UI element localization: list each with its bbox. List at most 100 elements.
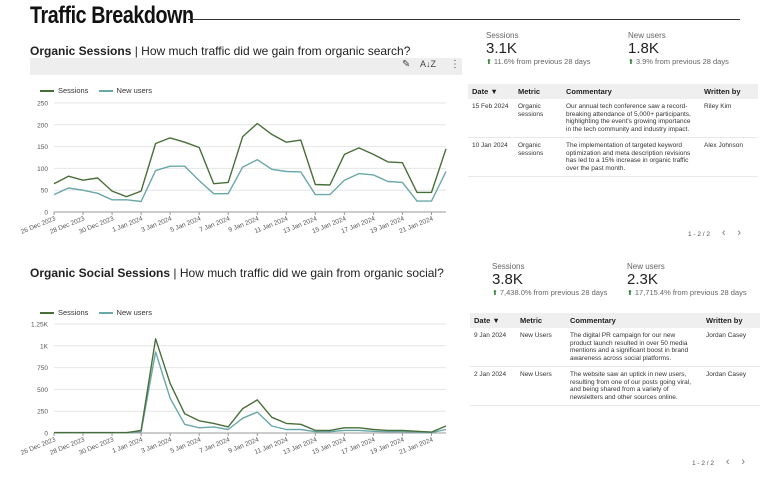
- y-tick-label: 250: [37, 409, 48, 416]
- col-header-author[interactable]: Written by: [702, 313, 760, 328]
- cell-author: Riley Kim: [700, 99, 758, 138]
- table-row[interactable]: 2 Jan 2024 New Users The website saw an …: [470, 366, 760, 406]
- chevron-right-icon[interactable]: ›: [741, 456, 746, 468]
- x-tick-label: 21 Jan 2024: [398, 436, 434, 456]
- y-tick-label: 100: [37, 166, 48, 173]
- y-tick-label: 0: [44, 431, 48, 438]
- sessions-swatch: [40, 312, 54, 315]
- social-commentary-table: Date ▼ Metric Commentary Written by 9 Ja…: [470, 313, 760, 406]
- kpi-value: 2.3K: [627, 271, 658, 288]
- arrow-up-icon: ⬆: [486, 59, 492, 66]
- pagination-label: 1 - 2 / 2: [692, 460, 715, 467]
- cell-commentary: Our annual tech conference saw a record-…: [562, 99, 700, 138]
- more-vert-icon[interactable]: ⋮: [450, 59, 460, 70]
- organic-heading: Organic Sessions | How much traffic did …: [30, 44, 410, 58]
- social-heading-subtitle: | How much traffic did we gain from orga…: [170, 266, 444, 280]
- sessions-series-line: [54, 338, 447, 434]
- cell-metric: Organic sessions: [514, 99, 562, 138]
- organic-commentary-table: Date ▼ Metric Commentary Written by 15 F…: [468, 84, 758, 177]
- pagination-label: 1 - 2 / 2: [688, 231, 711, 238]
- x-tick-label: 5 Jan 2024: [169, 436, 202, 455]
- legend-sessions[interactable]: Sessions: [58, 308, 89, 317]
- col-header-commentary[interactable]: Commentary: [562, 84, 700, 99]
- new-users-swatch: [98, 90, 113, 93]
- cell-author: Jordan Casey: [702, 366, 760, 406]
- chart-toolbar: ✎ A↓Z ⋮: [30, 58, 462, 75]
- social-heading: Organic Social Sessions | How much traff…: [30, 266, 444, 280]
- kpi-label: New users: [627, 262, 665, 271]
- cell-author: Alex Johnson: [700, 137, 758, 177]
- sort-az-icon[interactable]: A↓Z: [420, 59, 437, 69]
- sessions-swatch: [40, 90, 54, 93]
- social-pagination: 1 - 2 / 2 ‹ ›: [692, 456, 745, 468]
- y-tick-label: 500: [37, 387, 48, 394]
- cell-date: 9 Jan 2024: [470, 328, 516, 367]
- new-users-series-line: [53, 158, 447, 203]
- organic-pagination: 1 - 2 / 2 ‹ ›: [688, 227, 741, 239]
- cell-metric: Organic sessions: [514, 137, 562, 177]
- kpi-change: 7,438.0% from previous 28 days: [499, 288, 608, 297]
- col-header-commentary[interactable]: Commentary: [566, 313, 702, 328]
- y-tick-label: 150: [37, 144, 48, 151]
- cell-commentary: The digital PR campaign for our new prod…: [566, 328, 702, 367]
- social-kpi-new-users: New users 2.3K ⬆ 17,715.4% from previous …: [627, 262, 747, 297]
- cell-date: 15 Feb 2024: [468, 99, 514, 138]
- chevron-left-icon[interactable]: ‹: [725, 456, 730, 468]
- sessions-series-line: [53, 122, 447, 198]
- col-header-date[interactable]: Date ▼: [470, 313, 516, 328]
- cell-metric: New Users: [516, 366, 566, 406]
- title-divider: [188, 19, 740, 20]
- col-header-date[interactable]: Date ▼: [468, 84, 514, 99]
- y-tick-label: 750: [37, 365, 48, 372]
- col-header-metric[interactable]: Metric: [514, 84, 562, 99]
- col-header-metric[interactable]: Metric: [516, 313, 566, 328]
- x-tick-label: 1 Jan 2024: [111, 436, 144, 455]
- cell-date: 2 Jan 2024: [470, 366, 516, 406]
- y-tick-label: 1.25K: [31, 322, 49, 329]
- cell-author: Jordan Casey: [702, 328, 760, 367]
- chevron-left-icon[interactable]: ‹: [721, 227, 726, 239]
- kpi-change: 17,715.4% from previous 28 days: [634, 288, 747, 297]
- kpi-label: Sessions: [492, 262, 525, 271]
- kpi-value: 1.8K: [628, 40, 659, 57]
- chevron-right-icon[interactable]: ›: [737, 227, 742, 239]
- kpi-label: New users: [628, 31, 666, 40]
- arrow-up-icon: ⬆: [627, 290, 633, 297]
- y-tick-label: 200: [37, 122, 48, 129]
- x-tick-label: 7 Jan 2024: [199, 436, 232, 455]
- cell-commentary: The website saw an uptick in new users, …: [566, 366, 702, 406]
- pencil-icon[interactable]: ✎: [402, 59, 411, 70]
- cell-metric: New Users: [516, 328, 566, 367]
- kpi-label: Sessions: [486, 31, 519, 40]
- cell-date: 10 Jan 2024: [468, 137, 514, 177]
- cell-commentary: The implementation of targeted keyword o…: [562, 137, 700, 177]
- organic-kpi-sessions: Sessions 3.1K ⬆ 11.6% from previous 28 da…: [486, 31, 590, 66]
- organic-heading-subtitle: | How much traffic did we gain from orga…: [131, 44, 411, 58]
- social-heading-title: Organic Social Sessions: [30, 266, 171, 280]
- organic-legend: Sessions New users: [32, 86, 152, 95]
- arrow-up-icon: ⬆: [492, 290, 498, 297]
- legend-sessions[interactable]: Sessions: [58, 86, 89, 95]
- organic-heading-title: Organic Sessions: [30, 44, 132, 58]
- kpi-change: 3.9% from previous 28 days: [635, 57, 729, 66]
- y-tick-label: 0: [44, 210, 48, 217]
- kpi-value: 3.1K: [486, 40, 517, 57]
- organic-kpi-new-users: New users 1.8K ⬆ 3.9% from previous 28 da…: [628, 31, 729, 66]
- new-users-series-line: [54, 351, 447, 434]
- social-kpi-sessions: Sessions 3.8K ⬆ 7,438.0% from previous 28…: [492, 262, 607, 297]
- legend-new-users[interactable]: New users: [116, 86, 152, 95]
- social-legend: Sessions New users: [32, 308, 152, 317]
- new-users-swatch: [98, 312, 113, 315]
- legend-new-users[interactable]: New users: [116, 308, 152, 317]
- page-title: Traffic Breakdown: [30, 2, 194, 29]
- x-tick-label: 3 Jan 2024: [140, 436, 173, 455]
- table-row[interactable]: 10 Jan 2024 Organic sessions The impleme…: [468, 137, 758, 177]
- table-row[interactable]: 9 Jan 2024 New Users The digital PR camp…: [470, 328, 760, 367]
- col-header-author[interactable]: Written by: [700, 84, 758, 99]
- y-tick-label: 250: [37, 101, 48, 108]
- kpi-value: 3.8K: [492, 271, 523, 288]
- y-tick-label: 1K: [40, 343, 49, 350]
- table-row[interactable]: 15 Feb 2024 Organic sessions Our annual …: [468, 99, 758, 138]
